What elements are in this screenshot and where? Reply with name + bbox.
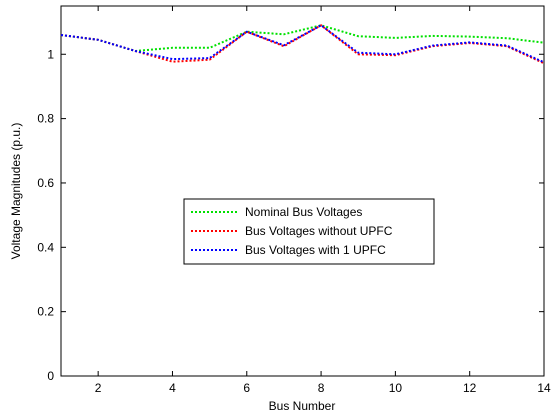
- y-tick-label: 0.6: [37, 176, 54, 190]
- x-tick-label: 14: [537, 381, 551, 395]
- x-tick-label: 4: [169, 381, 176, 395]
- y-tick-label: 0.2: [37, 305, 54, 319]
- x-tick-label: 8: [318, 381, 325, 395]
- legend-label-1: Nominal Bus Voltages: [245, 205, 362, 219]
- y-axis-label: Voltage Magnitudes (p.u.): [9, 123, 23, 260]
- x-tick-label: 12: [463, 381, 477, 395]
- plot-area: [61, 6, 544, 376]
- x-axis-label: Bus Number: [269, 399, 336, 413]
- y-tick-label: 0.8: [37, 112, 54, 126]
- y-tick-label: 0.4: [37, 240, 54, 254]
- y-tick-label: 0: [47, 369, 54, 383]
- legend-label-2: Bus Voltages without UPFC: [245, 224, 393, 238]
- x-tick-label: 2: [95, 381, 102, 395]
- y-tick-label: 1: [47, 47, 54, 61]
- legend-label-3: Bus Voltages with 1 UPFC: [245, 243, 386, 257]
- legend: Nominal Bus Voltages Bus Voltages without…: [184, 199, 434, 264]
- x-tick-label: 6: [243, 381, 250, 395]
- x-tick-label: 10: [389, 381, 403, 395]
